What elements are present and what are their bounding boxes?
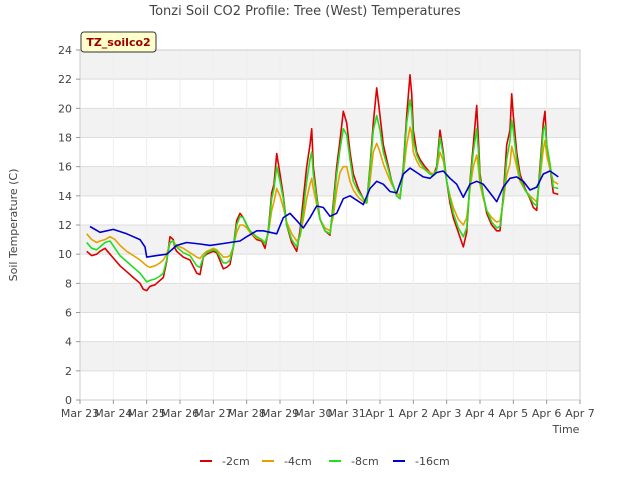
legend-item: -8cm xyxy=(329,455,379,468)
x-tick-label: Apr 3 xyxy=(432,407,462,420)
x-tick-label: Mar 23 xyxy=(61,407,99,420)
x-tick-label: Apr 6 xyxy=(532,407,562,420)
y-axis-title: Soil Temperature (C) xyxy=(7,169,20,282)
legend-label: -16cm xyxy=(415,455,450,468)
grid-band xyxy=(80,50,580,80)
x-tick-label: Mar 26 xyxy=(161,407,199,420)
y-tick-label: 24 xyxy=(58,44,72,57)
x-tick-label: Apr 2 xyxy=(399,407,429,420)
y-tick-label: 10 xyxy=(58,248,72,261)
x-tick-label: Apr 4 xyxy=(465,407,495,420)
x-tick-label: Mar 30 xyxy=(294,407,332,420)
grid-band xyxy=(80,166,580,196)
grid-band xyxy=(80,283,580,313)
legend-item: -2cm xyxy=(200,455,250,468)
y-tick-label: 18 xyxy=(58,132,72,145)
y-tick-label: 14 xyxy=(58,190,72,203)
legend-item: -16cm xyxy=(393,455,450,468)
series-line-16cm xyxy=(89,167,559,258)
chart-title: Tonzi Soil CO2 Profile: Tree (West) Temp… xyxy=(148,4,461,19)
x-tick-label: Apr 5 xyxy=(499,407,529,420)
y-tick-label: 8 xyxy=(65,277,72,290)
x-tick-label: Mar 28 xyxy=(228,407,266,420)
y-tick-label: 6 xyxy=(65,307,72,320)
y-tick-label: 4 xyxy=(65,336,72,349)
legend: -2cm -4cm -8cm -16cm xyxy=(200,455,450,468)
x-tick-label: Mar 24 xyxy=(94,407,132,420)
series-lines xyxy=(86,74,559,292)
x-tick-label: Mar 31 xyxy=(328,407,366,420)
y-tick-label: 22 xyxy=(58,73,72,86)
y-tick-label: 0 xyxy=(65,394,72,407)
station-label-box xyxy=(80,31,157,53)
x-tick-label: Mar 27 xyxy=(194,407,232,420)
y-tick-label: 2 xyxy=(65,365,72,378)
y-tick-label: 12 xyxy=(58,219,72,232)
grid-band xyxy=(80,341,580,371)
y-tick-label: 16 xyxy=(58,161,72,174)
x-axis-title: Time xyxy=(552,423,580,436)
station-label-text: TZ_soilco2 xyxy=(86,36,150,49)
x-tick-label: Apr 7 xyxy=(565,407,595,420)
legend-item: -4cm xyxy=(262,455,312,468)
station-label: TZ_soilco2 xyxy=(80,31,157,53)
x-tick-label: Mar 25 xyxy=(128,407,166,420)
y-tick-label: 20 xyxy=(58,102,72,115)
legend-label: -4cm xyxy=(284,455,312,468)
legend-label: -2cm xyxy=(222,455,250,468)
grid-band xyxy=(80,108,580,138)
x-tick-label: Apr 1 xyxy=(365,407,395,420)
series-line-8cm xyxy=(86,98,559,283)
legend-label: -8cm xyxy=(351,455,379,468)
x-tick-label: Mar 29 xyxy=(261,407,299,420)
